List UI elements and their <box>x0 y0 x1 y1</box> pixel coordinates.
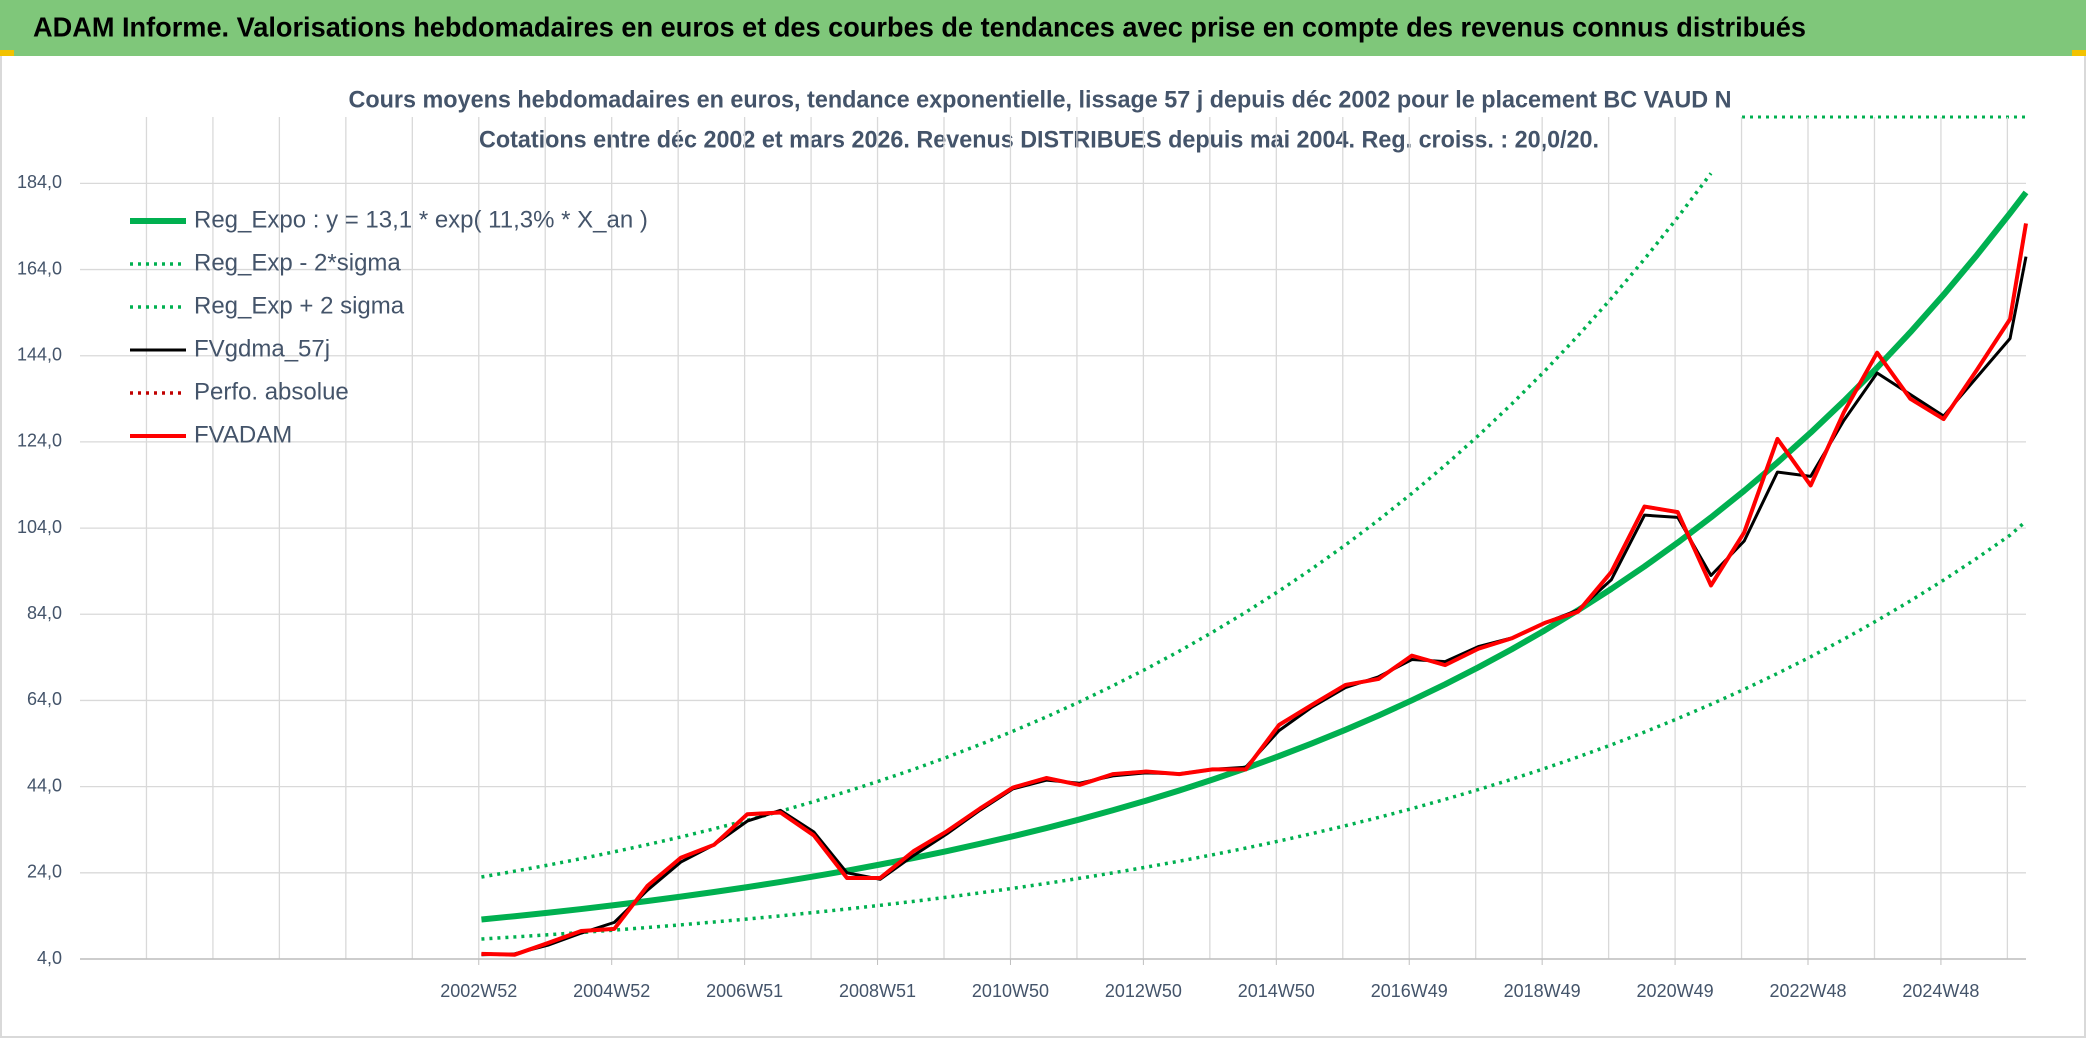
x-tick-label: 2012W50 <box>1105 981 1182 1001</box>
y-tick-label: 84,0 <box>27 603 62 623</box>
y-tick-label: 184,0 <box>17 172 62 192</box>
corner <box>2072 50 2086 56</box>
legend-label: Reg_Expo : y = 13,1 * exp( 11,3% * X_an … <box>194 206 648 233</box>
y-tick-label: 104,0 <box>17 517 62 537</box>
x-tick-label: 2014W50 <box>1238 981 1315 1001</box>
series-line <box>481 519 2028 941</box>
x-tick-label: 2020W49 <box>1637 981 1714 1001</box>
x-tick-label: 2004W52 <box>573 981 650 1001</box>
legend-label: FVADAM <box>194 421 292 448</box>
y-tick-label: 164,0 <box>17 258 62 278</box>
y-tick-label: 144,0 <box>17 344 62 364</box>
y-tick-label: 4,0 <box>37 948 62 968</box>
y-tick-label: 24,0 <box>27 862 62 882</box>
x-tick-label: 2006W51 <box>706 981 783 1001</box>
legend-label: Reg_Exp - 2*sigma <box>194 249 401 276</box>
x-tick-label: 2016W49 <box>1371 981 1448 1001</box>
legend-label: Perfo. absolue <box>194 378 349 405</box>
y-tick-label: 64,0 <box>27 689 62 709</box>
x-tick-label: 2010W50 <box>972 981 1049 1001</box>
legend-label: FVgdma_57j <box>194 335 330 362</box>
y-tick-label: 124,0 <box>17 431 62 451</box>
x-tick-label: 2008W51 <box>839 981 916 1001</box>
x-tick-label: 2002W52 <box>440 981 517 1001</box>
x-tick-label: 2024W48 <box>1902 981 1979 1001</box>
header-bar <box>0 0 2086 56</box>
header-title: ADAM Informe. Valorisations hebdomadaire… <box>33 11 1806 42</box>
series-line <box>481 223 2028 957</box>
x-tick-label: 2022W48 <box>1769 981 1846 1001</box>
x-tick-label: 2018W49 <box>1504 981 1581 1001</box>
legend-label: Reg_Exp + 2 sigma <box>194 292 405 319</box>
series-line <box>481 190 2029 923</box>
y-tick-label: 44,0 <box>27 775 62 795</box>
series-line <box>481 172 1713 879</box>
chart-subtitle: Cotations entre déc 2002 et mars 2026. R… <box>479 126 1599 153</box>
chart-title: Cours moyens hebdomadaires en euros, ten… <box>349 86 1732 113</box>
corner <box>0 50 14 56</box>
